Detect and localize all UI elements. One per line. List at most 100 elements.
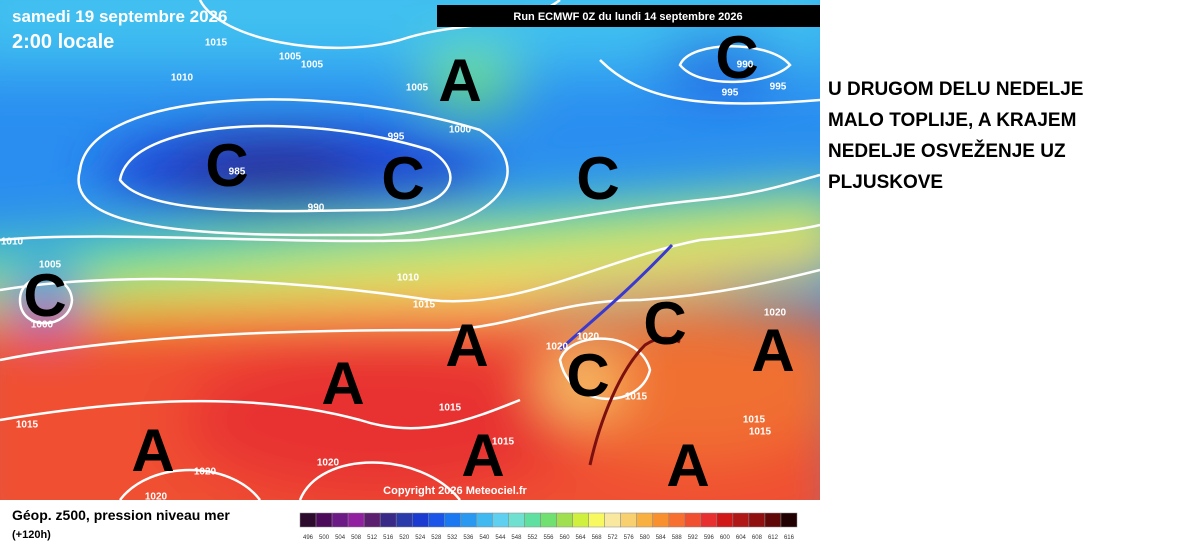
legend-tick-label: 572 — [608, 535, 619, 541]
legend-tick-label: 616 — [784, 535, 795, 541]
isobar-label: 1020 — [317, 458, 340, 469]
isobar-label: 1020 — [764, 308, 787, 319]
legend-tick-label: 592 — [688, 535, 699, 541]
isobar-label: 985 — [229, 167, 246, 178]
color-swatch — [460, 512, 477, 528]
color-swatch — [748, 512, 766, 528]
isobar-label: 1010 — [171, 73, 194, 84]
legend-tick-label: 584 — [656, 535, 667, 541]
color-swatch — [636, 512, 653, 528]
isobar-label: 1015 — [625, 392, 648, 403]
color-swatch — [780, 512, 798, 528]
legend-tick-label: 580 — [640, 535, 651, 541]
caption-line: U DRUGOM DELU NEDELJE — [828, 79, 1083, 100]
warm-air-arrow — [588, 336, 681, 466]
legend-tick-label: 596 — [704, 535, 715, 541]
isobar-label: 1020 — [145, 492, 168, 503]
pressure-center: A — [751, 317, 794, 384]
pressure-center: C — [715, 24, 758, 91]
legend-tick-label: 512 — [367, 535, 378, 541]
caption-line: NEDELJE OSVEŽENJE UZ — [828, 140, 1066, 162]
legend-tick-label: 536 — [463, 535, 474, 541]
color-swatch — [395, 512, 413, 528]
time-label: 2:00 locale — [12, 31, 114, 53]
isobar-label: 1015 — [492, 437, 515, 448]
color-swatch — [524, 512, 541, 528]
legend-tick-label: 564 — [576, 535, 587, 541]
legend-tick-label: 516 — [383, 535, 394, 541]
legend-tick-label: 540 — [479, 535, 490, 541]
isobar-label: 1010 — [397, 273, 420, 284]
color-swatch — [604, 512, 621, 528]
color-swatch — [716, 512, 734, 528]
pressure-center: C — [566, 342, 609, 409]
legend-tick-label: 524 — [415, 535, 426, 541]
legend-tick-label: 532 — [447, 535, 458, 541]
pressure-center: C — [643, 290, 686, 357]
legend-title: Géop. z500, pression niveau mer — [12, 507, 230, 523]
legend-tick-label: 588 — [672, 535, 683, 541]
legend-tick-label: 548 — [511, 535, 522, 541]
color-swatch — [620, 512, 637, 528]
legend-tick-label: 508 — [351, 535, 362, 541]
isobar-label: 1020 — [194, 467, 217, 478]
isobar-label: 990 — [737, 60, 754, 71]
color-swatch — [363, 512, 381, 528]
pressure-center: A — [445, 312, 488, 379]
run-banner — [437, 5, 820, 27]
isobar-label: 1005 — [406, 83, 429, 94]
isobar-label: 1020 — [577, 332, 600, 343]
isobar-label: 995 — [722, 88, 739, 99]
color-swatch — [299, 512, 317, 528]
pressure-center: C — [576, 145, 619, 212]
color-swatch — [668, 512, 686, 528]
isobar-label: 1005 — [301, 60, 324, 71]
color-swatch — [684, 512, 702, 528]
isobar-label: 995 — [770, 82, 787, 93]
isobar-label: 1015 — [439, 403, 462, 414]
legend-tick-label: 520 — [399, 535, 410, 541]
color-swatch — [315, 512, 333, 528]
legend-tick-label: 608 — [752, 535, 763, 541]
color-swatch — [700, 512, 718, 528]
cold-air-arrow — [558, 243, 674, 352]
legend-tick-label: 600 — [720, 535, 731, 541]
isobar-label: 1020 — [546, 342, 569, 353]
isobar-label: 1005 — [279, 52, 302, 63]
isobar-label: 1005 — [39, 260, 62, 271]
run-label: Run ECMWF 0Z du lundi 14 septembre 2026 — [513, 11, 742, 23]
color-swatch — [572, 512, 589, 528]
legend-tick-label: 528 — [431, 535, 442, 541]
isobar-label: 1000 — [449, 125, 472, 136]
caption-line: MALO TOPLIJE, A KRAJEM — [828, 110, 1076, 131]
isobar-label: 1000 — [31, 320, 54, 331]
color-swatch — [764, 512, 782, 528]
pressure-center: A — [321, 350, 364, 417]
isobar-label: 1015 — [16, 420, 39, 431]
copyright: Copyright 2026 Meteociel.fr — [383, 485, 527, 497]
map: Run ECMWF 0Z du lundi 14 septembre 2026 … — [0, 0, 820, 503]
isobar-label: 1015 — [743, 415, 766, 426]
color-swatch — [411, 512, 429, 528]
legend-tick-label: 552 — [527, 535, 538, 541]
legend-tick-label: 568 — [592, 535, 603, 541]
isobar-label: 990 — [308, 203, 325, 214]
legend-tick-label: 556 — [543, 535, 554, 541]
legend-tick-label: 560 — [560, 535, 571, 541]
color-swatch — [492, 512, 509, 528]
color-swatch — [652, 512, 669, 528]
legend-tick-label: 504 — [335, 535, 346, 541]
date-label: samedi 19 septembre 2026 — [12, 7, 227, 26]
isobar-label: 1015 — [749, 427, 772, 438]
legend-tick-label: 544 — [495, 535, 506, 541]
legend-tick-label: 604 — [736, 535, 747, 541]
isobar-label: 1015 — [205, 38, 228, 49]
legend-tick-label: 500 — [319, 535, 330, 541]
isobar-label: 1015 — [413, 300, 436, 311]
caption-line: PLJUSKOVE — [828, 172, 943, 193]
color-swatch — [732, 512, 750, 528]
pressure-center: A — [131, 417, 174, 484]
pressure-center: A — [438, 47, 481, 114]
pressure-center: A — [666, 432, 709, 499]
legend-tick-label: 496 — [303, 535, 314, 541]
